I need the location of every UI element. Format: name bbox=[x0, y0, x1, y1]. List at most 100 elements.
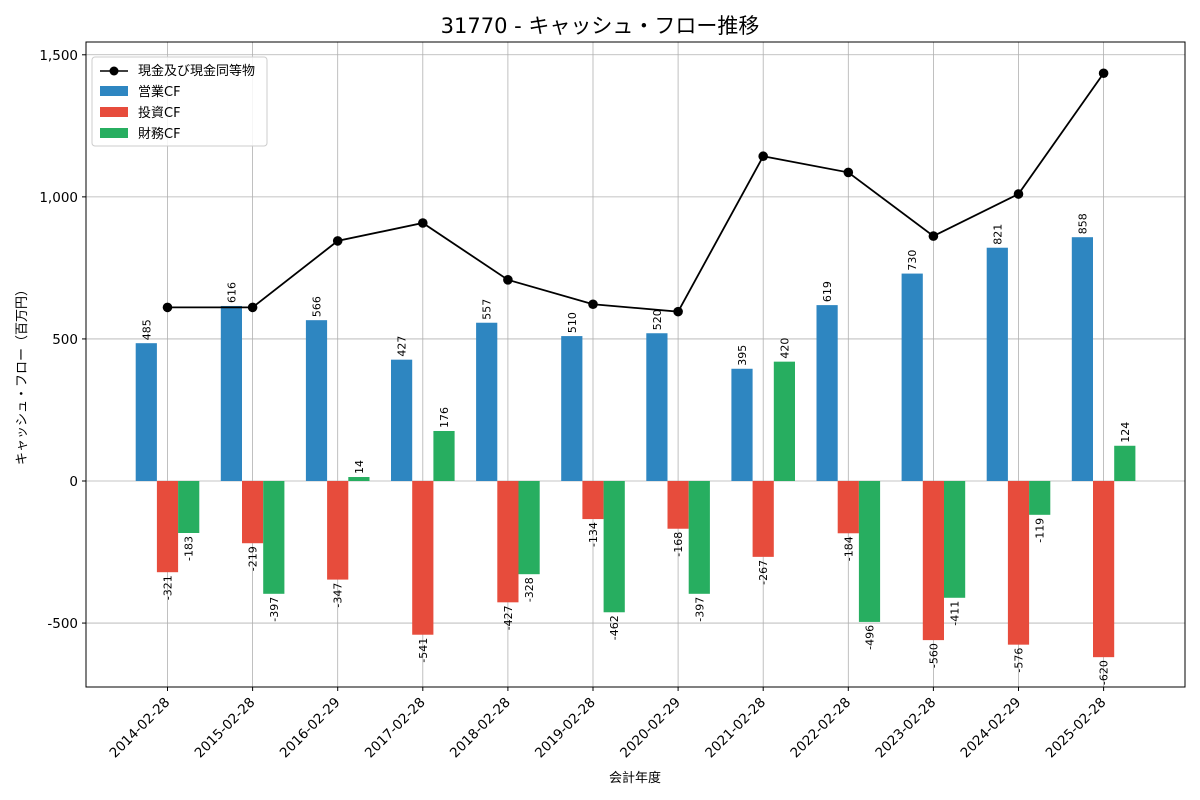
data-label: -328 bbox=[523, 577, 536, 602]
y-tick-label: 1,500 bbox=[39, 48, 78, 64]
x-tick-label: 2015-02-28 bbox=[192, 695, 259, 762]
cash-line-point bbox=[1098, 68, 1109, 79]
data-label: -184 bbox=[842, 536, 855, 561]
bar-operating bbox=[901, 273, 923, 481]
legend: 現金及び現金同等物 営業CF 投資CF 財務CF bbox=[91, 56, 268, 147]
cash-line-point bbox=[928, 231, 939, 241]
bar-investing bbox=[156, 480, 179, 573]
bar-operating bbox=[220, 305, 242, 481]
bar-financing bbox=[178, 480, 200, 533]
x-tick-label: 2024-02-29 bbox=[958, 695, 1025, 762]
data-label: 557 bbox=[481, 299, 494, 320]
bar-investing bbox=[497, 480, 519, 603]
bar-financing bbox=[348, 477, 370, 481]
y-tick-label: 500 bbox=[52, 332, 78, 348]
bar-investing bbox=[327, 480, 349, 580]
cash-line bbox=[162, 68, 1109, 317]
data-label: 821 bbox=[991, 224, 1004, 245]
data-label: -321 bbox=[162, 575, 175, 600]
legend-swatch-investing bbox=[100, 107, 128, 117]
legend-box bbox=[91, 56, 268, 147]
cash-line-path bbox=[167, 72, 1105, 313]
data-label: -168 bbox=[672, 532, 685, 557]
bar-financing bbox=[858, 480, 881, 622]
data-label: 176 bbox=[438, 407, 451, 428]
legend-swatch-operating bbox=[100, 86, 128, 96]
legend-label-operating: 営業CF bbox=[138, 84, 181, 100]
bar-financing bbox=[518, 480, 540, 575]
data-label: 14 bbox=[353, 460, 366, 474]
cash-line-point bbox=[418, 218, 428, 228]
bar-operating bbox=[476, 322, 498, 481]
bar-investing bbox=[242, 480, 264, 544]
bar-operating bbox=[646, 333, 668, 481]
bar-financing bbox=[603, 480, 625, 613]
bar-financing bbox=[1114, 445, 1136, 481]
x-tick-label: 2021-02-28 bbox=[702, 695, 769, 762]
data-label: 730 bbox=[906, 250, 919, 271]
bar-operating bbox=[1071, 237, 1093, 481]
bar-investing bbox=[1093, 480, 1115, 658]
x-tick-label: 2019-02-28 bbox=[532, 695, 599, 762]
data-label: -397 bbox=[693, 597, 706, 622]
data-label: 616 bbox=[225, 282, 238, 303]
x-axis-label: 会計年度 bbox=[609, 770, 661, 786]
data-label: 124 bbox=[1119, 422, 1132, 443]
bar-investing bbox=[582, 480, 604, 520]
x-tick-label: 2017-02-28 bbox=[362, 695, 429, 762]
data-label: -183 bbox=[183, 536, 196, 561]
data-label: -397 bbox=[268, 597, 281, 622]
data-label: -427 bbox=[502, 605, 515, 630]
bar-operating bbox=[731, 368, 753, 481]
data-label: 420 bbox=[778, 338, 791, 359]
cash-line-point bbox=[843, 167, 854, 178]
bar-operating bbox=[986, 247, 1008, 481]
legend-line-marker bbox=[109, 66, 119, 76]
cash-line-point bbox=[247, 302, 258, 313]
data-label: -134 bbox=[587, 522, 600, 547]
data-label: -462 bbox=[608, 615, 621, 640]
chart-title: 31770 - キャッシュ・フロー推移 bbox=[441, 14, 760, 38]
cash-line-point bbox=[673, 306, 683, 317]
bar-investing bbox=[837, 480, 859, 534]
data-labels: 485 616 566 427 557 510 520 395 619 730 821 858 -321… bbox=[140, 213, 1132, 685]
data-label: -267 bbox=[757, 560, 770, 585]
cash-line-point bbox=[588, 299, 598, 310]
bar-financing bbox=[944, 480, 966, 598]
data-label: -541 bbox=[417, 638, 430, 663]
data-label: -620 bbox=[1098, 660, 1111, 685]
legend-swatch-financing bbox=[100, 128, 128, 138]
cash-line-point bbox=[503, 275, 513, 285]
cash-line-point bbox=[162, 302, 173, 313]
cash-line-point bbox=[1013, 189, 1024, 199]
y-tick-label: 1,000 bbox=[39, 190, 78, 206]
data-label: -576 bbox=[1013, 648, 1026, 673]
bar-operating bbox=[561, 336, 583, 481]
bar-investing bbox=[922, 480, 944, 641]
data-label: -347 bbox=[332, 583, 345, 608]
bar-investing bbox=[667, 480, 689, 529]
cash-line-point bbox=[758, 151, 768, 162]
y-axis-label: キャッシュ・フロー（百万円） bbox=[15, 283, 30, 465]
x-tick-label: 2016-02-29 bbox=[277, 695, 344, 762]
data-label: 858 bbox=[1076, 213, 1089, 234]
x-tick-label: 2020-02-29 bbox=[617, 695, 684, 762]
bar-operating bbox=[305, 320, 328, 481]
bar-financing bbox=[263, 480, 285, 594]
bar-financing bbox=[773, 361, 795, 481]
y-tick-label: -500 bbox=[47, 616, 78, 632]
plot-frame bbox=[85, 41, 1186, 688]
data-label: 395 bbox=[736, 345, 749, 366]
bar-operating bbox=[135, 343, 157, 481]
x-tick-label: 2023-02-28 bbox=[872, 695, 939, 762]
cash-line-point bbox=[332, 236, 343, 246]
grid-lines bbox=[86, 42, 1185, 687]
data-label: -496 bbox=[864, 625, 877, 650]
data-label: 510 bbox=[566, 312, 579, 333]
data-label: 566 bbox=[311, 296, 324, 317]
bar-investing bbox=[752, 480, 774, 557]
data-label: 619 bbox=[821, 281, 834, 302]
legend-label-investing: 投資CF bbox=[138, 105, 181, 121]
bar-operating bbox=[816, 305, 838, 481]
data-label: 427 bbox=[396, 336, 409, 357]
